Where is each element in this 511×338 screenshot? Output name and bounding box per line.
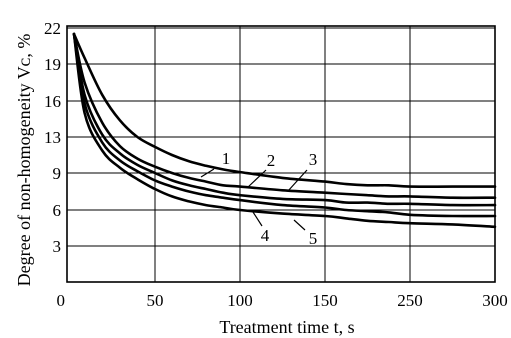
series-line-1 [72,32,497,188]
y-tick-label: 19 [44,55,61,74]
series-label-2: 2 [267,151,276,170]
x-axis-label: Treatment time t, s [219,317,354,337]
x-tick-labels: 0 50 100 150 250 300 [57,291,508,310]
x-tick-label: 300 [482,291,508,310]
series-label-4: 4 [261,226,270,245]
y-tick-labels: 3 6 9 13 16 19 22 [44,19,61,256]
label-leader-2 [246,169,267,189]
x-tick-label: 50 [147,291,164,310]
y-tick-label: 22 [44,19,61,38]
series-label-5: 5 [309,229,318,248]
label-leader-3 [287,169,308,192]
y-axis-label: Degree of non-homogeneity Vᴄ, % [14,34,34,287]
series-line-4 [72,32,497,218]
x-tick-label: 250 [397,291,423,310]
y-tick-label: 6 [53,201,62,220]
series-line-5 [72,32,497,229]
series-line-2 [72,32,497,200]
series-labels: 1 2 3 4 5 [222,149,318,248]
series-label-3: 3 [309,150,318,169]
label-leader-1 [200,168,215,178]
label-leader-5 [293,219,306,231]
series-line-3 [72,32,497,207]
axes [66,25,496,283]
x-tick-label: 0 [57,291,66,310]
x-tick-label: 150 [312,291,338,310]
plot-frame [66,25,496,283]
x-tick-label: 100 [227,291,253,310]
label-leader-lines [200,168,308,231]
series-label-1: 1 [222,149,231,168]
y-tick-label: 13 [44,128,61,147]
y-tick-label: 9 [53,164,62,183]
label-leader-4 [252,211,263,227]
y-tick-label: 16 [44,92,61,111]
series-lines [72,32,497,229]
y-tick-label: 3 [53,237,62,256]
